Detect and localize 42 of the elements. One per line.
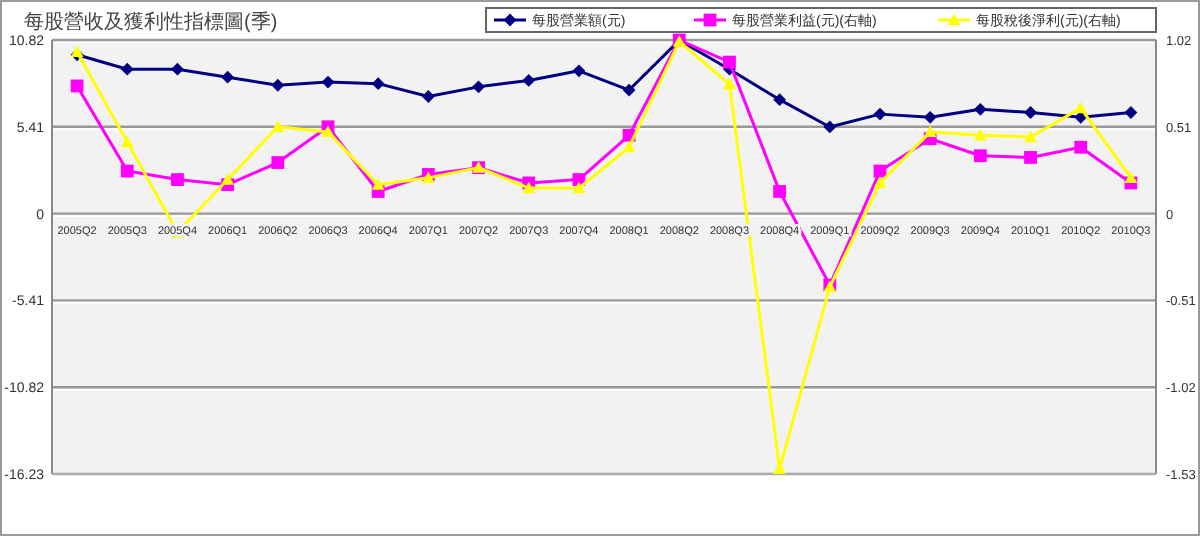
point — [120, 62, 134, 76]
point — [271, 120, 285, 132]
point — [973, 102, 987, 116]
point — [873, 176, 887, 189]
point — [622, 83, 636, 97]
point — [221, 70, 235, 84]
point — [321, 125, 335, 138]
point — [421, 90, 435, 103]
point — [1024, 130, 1037, 143]
point — [622, 140, 636, 153]
point — [923, 110, 937, 124]
point — [221, 173, 235, 185]
point — [572, 181, 586, 194]
point — [472, 80, 485, 94]
point — [1124, 106, 1138, 119]
point — [923, 125, 937, 138]
point — [773, 93, 787, 107]
point — [171, 173, 184, 186]
point — [773, 185, 787, 198]
point — [371, 77, 385, 91]
point — [522, 74, 536, 87]
point — [973, 149, 987, 163]
point — [973, 128, 987, 141]
point — [873, 107, 887, 121]
chart-title: 每股營收及獲利性指標圖(季) — [24, 10, 278, 34]
point — [120, 164, 134, 178]
point — [1024, 106, 1037, 119]
point — [1024, 151, 1037, 164]
point — [1074, 101, 1088, 114]
point — [1124, 171, 1138, 183]
point — [572, 64, 586, 78]
point — [1074, 140, 1088, 154]
point — [120, 135, 134, 148]
point — [171, 62, 184, 76]
point — [823, 120, 837, 134]
point — [723, 77, 736, 90]
point — [522, 181, 536, 194]
point — [271, 156, 285, 169]
point — [321, 75, 335, 89]
point — [723, 55, 736, 69]
point — [371, 178, 385, 190]
point — [271, 78, 285, 92]
